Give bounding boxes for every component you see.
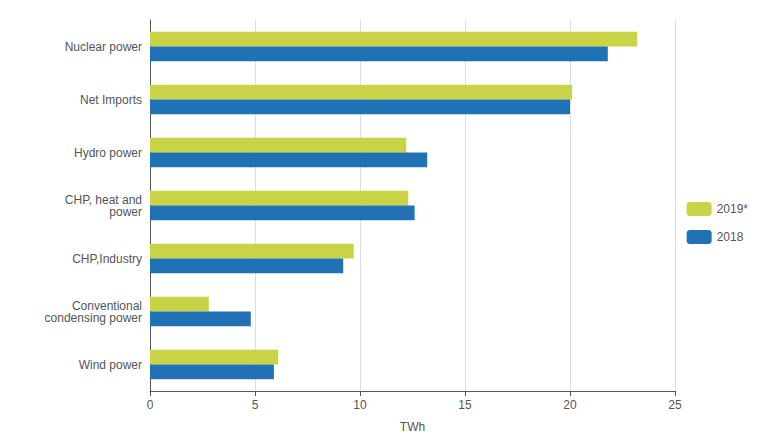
svg-text:Wind power: Wind power — [79, 358, 142, 372]
svg-text:Conventional: Conventional — [71, 298, 142, 313]
svg-text:Nuclear power: Nuclear power — [65, 40, 142, 54]
svg-text:TWh: TWh — [400, 420, 425, 434]
svg-text:10: 10 — [353, 398, 367, 412]
svg-text:25: 25 — [668, 398, 682, 412]
svg-text:2018: 2018 — [717, 230, 744, 244]
svg-text:0: 0 — [147, 398, 154, 412]
svg-text:Net Imports: Net Imports — [80, 93, 142, 107]
svg-text:CHP,Industry: CHP,Industry — [72, 252, 142, 266]
svg-text:20: 20 — [563, 398, 577, 412]
svg-text:condensing power: condensing power — [45, 311, 142, 325]
svg-text:5: 5 — [252, 398, 259, 412]
svg-text:2019*: 2019* — [717, 202, 749, 216]
svg-text:Hydro power: Hydro power — [74, 146, 142, 160]
svg-text:CHP, heat and: CHP, heat and — [64, 192, 142, 207]
svg-text:power: power — [109, 205, 142, 219]
svg-text:15: 15 — [458, 398, 472, 412]
